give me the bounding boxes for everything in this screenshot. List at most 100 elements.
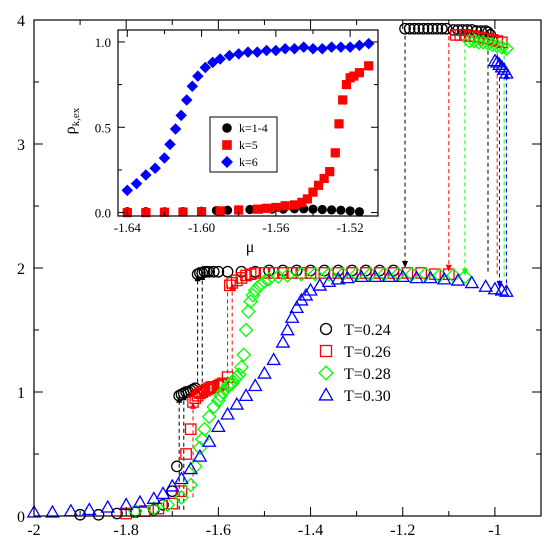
inset-data-point (234, 205, 244, 215)
inset-data-point (214, 53, 226, 65)
data-point (284, 310, 300, 323)
legend-marker (318, 387, 334, 401)
inset-x-axis-label: μ (246, 239, 255, 256)
data-point (184, 423, 197, 436)
data-point (475, 34, 491, 50)
legend: T=0.24 T=0.26 T=0.28 T=0.30 (318, 322, 391, 405)
inset-data-point (364, 61, 374, 71)
data-point (257, 274, 272, 290)
data-point (197, 421, 212, 437)
inset-legend-marker (222, 140, 232, 150)
inset-legend-marker (221, 156, 233, 168)
data-point (436, 22, 448, 35)
data-point (395, 269, 411, 283)
data-point (417, 22, 430, 35)
data-point (489, 54, 505, 68)
inset-data-point (199, 61, 212, 74)
data-point (146, 501, 162, 516)
inset-data-point (317, 204, 327, 215)
data-point (422, 22, 434, 35)
data-point (289, 300, 305, 314)
inset-y-tick-label: 1.0 (95, 35, 111, 50)
inset-legend-box (209, 116, 278, 173)
inset-legend-marker (222, 123, 232, 133)
data-point (247, 282, 263, 298)
data-point (450, 272, 466, 286)
data-point (408, 22, 421, 35)
y-tick-label: 0 (17, 509, 25, 526)
inset-data-point (335, 41, 347, 53)
data-point (257, 365, 272, 379)
data-point (249, 267, 262, 279)
x-tick-label: -1.4 (298, 522, 323, 539)
inset-data-point (251, 46, 264, 58)
inset-data-point (140, 169, 152, 181)
data-point (492, 57, 507, 70)
inset-legend-label: k=6 (239, 155, 258, 169)
inset-x-tick-label: -1.60 (188, 220, 215, 235)
data-point (307, 266, 323, 282)
inset-data-point (222, 205, 233, 215)
inset-data-point (232, 48, 245, 60)
data-point (160, 497, 176, 513)
inset-data-point (313, 180, 324, 190)
data-point (487, 281, 503, 295)
data-point (26, 504, 42, 518)
data-point (238, 322, 254, 338)
x-tick-label: -2 (27, 522, 40, 539)
inset-data-point (280, 201, 290, 211)
data-point (423, 270, 438, 284)
data-point (471, 34, 487, 50)
data-point (261, 271, 277, 287)
y-tick-label: 2 (17, 261, 25, 278)
data-point (233, 359, 249, 375)
data-point (436, 271, 452, 285)
data-point (206, 399, 222, 415)
inset-data-point (130, 177, 143, 190)
inset-data-point (192, 70, 204, 82)
data-point (221, 265, 234, 278)
data-point (485, 37, 501, 53)
data-point (367, 269, 383, 283)
inset-series-k-6 (121, 37, 375, 197)
data-point (247, 378, 263, 392)
data-point (164, 478, 180, 492)
inset-data-point (252, 204, 262, 214)
inset-data-point (319, 173, 329, 184)
inset-data-point (121, 184, 134, 197)
inset-data-point (297, 197, 307, 207)
main-plot: -2 -1.8 -1.6 -1.4 -1.2 -101234T=0.24T=0.26T=0… (17, 13, 542, 539)
data-point (494, 59, 510, 73)
inset-data-point (362, 37, 375, 50)
inset-frame (117, 29, 379, 217)
legend-label: T=0.30 (344, 388, 391, 405)
data-point (220, 406, 235, 420)
data-point (480, 36, 496, 51)
inset-data-point (169, 123, 182, 135)
inset-data-point (316, 43, 329, 55)
data-point (321, 266, 337, 282)
transition-arrow-head (445, 264, 452, 272)
inset-data-point (308, 204, 318, 214)
data-point (312, 277, 328, 291)
data-point (494, 282, 510, 296)
inset-data-point (344, 41, 356, 53)
data-point (201, 409, 217, 425)
data-point (222, 377, 238, 392)
data-point (252, 277, 268, 293)
data-point (100, 499, 116, 513)
series-t-0-30 (26, 53, 514, 518)
inset-data-point (260, 44, 273, 57)
inset-data-point (164, 138, 176, 151)
inset-data-point (330, 148, 340, 158)
inset-data-point (242, 46, 254, 58)
data-point (194, 431, 210, 447)
inset-data-point (279, 43, 291, 55)
inset-legend-label: k=5 (239, 138, 258, 152)
inset-data-point (215, 206, 225, 216)
inset-data-point (354, 207, 365, 217)
data-point (489, 38, 505, 54)
inset-data-point (341, 80, 352, 90)
data-point (174, 471, 189, 485)
data-point (166, 497, 179, 510)
